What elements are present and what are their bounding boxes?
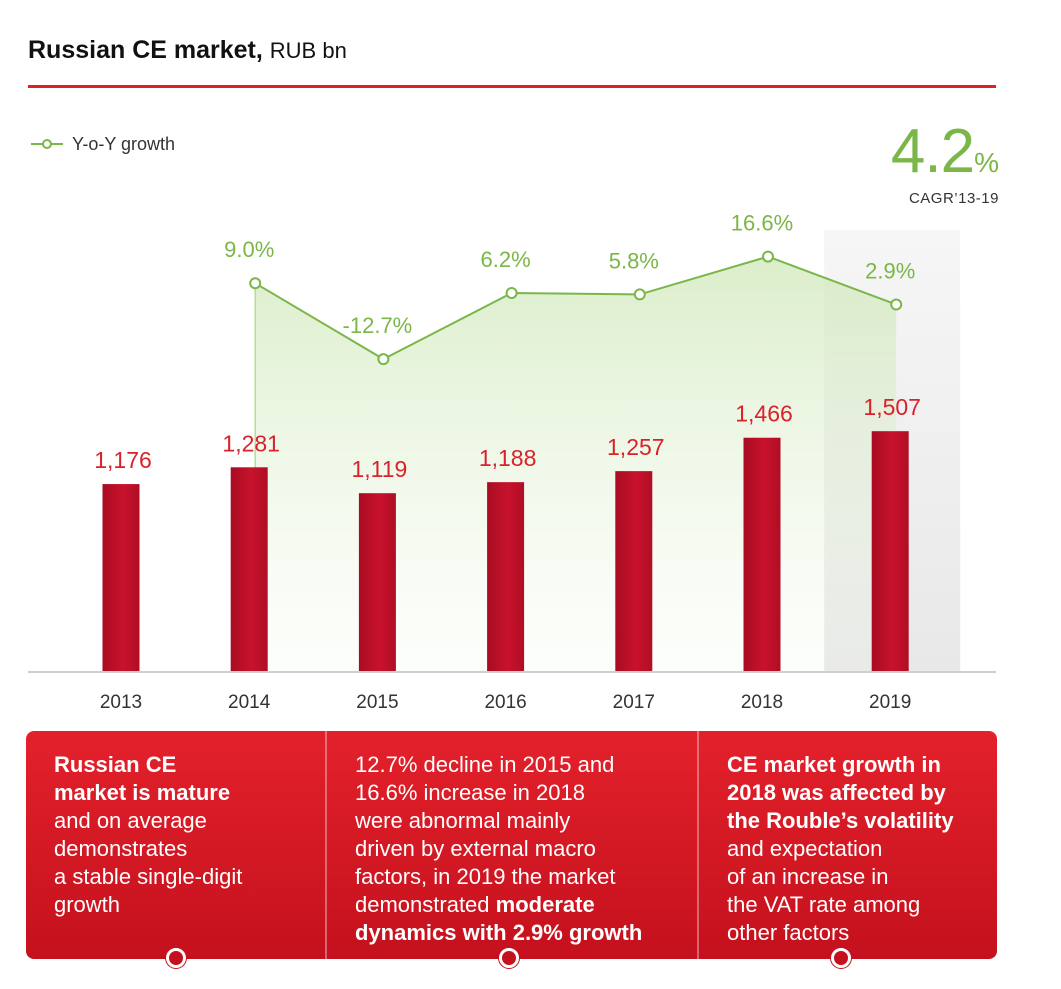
cagr-callout: 4.2% CAGR’13-19 [890, 117, 999, 208]
market-chart: 1,176 2013 1,281 2014 1,119 2015 1,188 2016 1,25… [28, 211, 996, 713]
cagr-label: CAGR’13-19 [908, 190, 999, 207]
insight-text-segment: other factors [727, 920, 850, 945]
insight-text-segment: the VAT rate among [727, 892, 921, 917]
insight-text-segment: were abnormal mainly [355, 808, 571, 833]
cagr-unit: % [974, 147, 999, 178]
growth-point-2014 [249, 277, 262, 290]
insight-box-1-dot [166, 948, 186, 968]
growth-line-legend-icon [31, 139, 63, 149]
insight-text-segment: demonstrates [54, 836, 188, 861]
insight-text-segment: factors, in 2019 the market [355, 864, 616, 889]
chart-title-main: Russian CE market, [28, 36, 263, 64]
x-tick-label-2018: 2018 [741, 692, 783, 713]
x-tick-label-2015: 2015 [356, 692, 398, 713]
growth-area [255, 256, 897, 672]
insight-box-2: 12.7% decline in 2015 and 16.6% increase … [325, 731, 697, 968]
bar-value-label-2016: 1,188 [479, 445, 537, 471]
x-tick-label-2017: 2017 [613, 692, 655, 713]
x-tick-label-2014: 2014 [228, 692, 271, 713]
insight-text-segment: the Rouble’s volatility [727, 808, 954, 833]
growth-label-2017: 5.8% [609, 248, 659, 273]
insight-text-segment: Russian CE [54, 752, 177, 777]
insight-text-segment: of an increase in [727, 864, 889, 889]
insight-box-1: Russian CE market is mature and on average… [26, 731, 325, 968]
bar-value-label-2017: 1,257 [607, 434, 665, 460]
title-divider [28, 85, 996, 88]
chart-title: Russian CE market, RUB bn [28, 36, 347, 65]
bar-2013 [102, 484, 140, 672]
insight-panels: Russian CE market is mature and on average… [26, 731, 997, 968]
growth-line [254, 255, 897, 361]
growth-label-2014: 9.0% [224, 237, 274, 262]
growth-label-2015: -12.7% [343, 313, 413, 338]
insight-text-segment: market is mature [54, 780, 231, 805]
insight-text-segment: dynamics with 2.9% growth [355, 920, 643, 945]
growth-point-2015 [377, 353, 390, 366]
bar-value-label-2019: 1,507 [863, 394, 921, 420]
bar-2014 [230, 467, 268, 672]
bar-value-label-2015: 1,119 [351, 456, 407, 482]
insight-box-3-dot [831, 948, 851, 968]
x-tick-label-2016: 2016 [484, 692, 526, 713]
cagr-value: 4.2 [890, 117, 975, 186]
bar-value-label-2018: 1,466 [735, 401, 793, 427]
bar-2015 [358, 493, 396, 672]
chart-title-unit: RUB bn [269, 38, 347, 63]
bar-value-label-2013: 1,176 [94, 447, 152, 473]
insight-text-segment: and expectation [727, 836, 883, 861]
bar-value-label-2014: 1,281 [222, 430, 280, 456]
growth-point-2017 [633, 288, 646, 301]
insight-text-segment: demonstrated [355, 892, 496, 917]
legend-label: Y-o-Y growth [72, 133, 176, 154]
chart-legend: Y-o-Y growth [30, 133, 175, 155]
insight-text-segment: a stable single-digit [54, 864, 243, 889]
bar-2016 [487, 482, 525, 672]
bar-2017 [615, 471, 653, 672]
bar-2019 [871, 431, 909, 672]
growth-label-2019: 2.9% [865, 259, 915, 284]
insight-text-segment: 2018 was affected by [727, 780, 946, 805]
growth-label-2018: 16.6% [731, 211, 793, 236]
insight-text-segment: CE market growth in [727, 752, 941, 777]
insight-text-segment: driven by external macro [355, 836, 596, 861]
insight-text-segment: and on average [54, 808, 207, 833]
insight-box-3: CE market growth in 2018 was affected by t… [697, 731, 997, 968]
insight-text-segment: growth [54, 892, 121, 917]
growth-point-2016 [505, 287, 518, 299]
growth-point-2018 [762, 250, 774, 263]
insight-text-segment: 16.6% increase in 2018 [355, 780, 585, 805]
growth-point-2019 [890, 298, 903, 311]
growth-label-2016: 6.2% [481, 247, 531, 272]
x-tick-label-2013: 2013 [100, 692, 142, 713]
bar-2018 [743, 437, 781, 672]
x-tick-label-2019: 2019 [869, 692, 911, 713]
insight-text-segment: 12.7% decline in 2015 and [355, 752, 615, 777]
insight-text-segment: moderate [495, 892, 595, 917]
insight-box-2-dot [499, 948, 519, 968]
